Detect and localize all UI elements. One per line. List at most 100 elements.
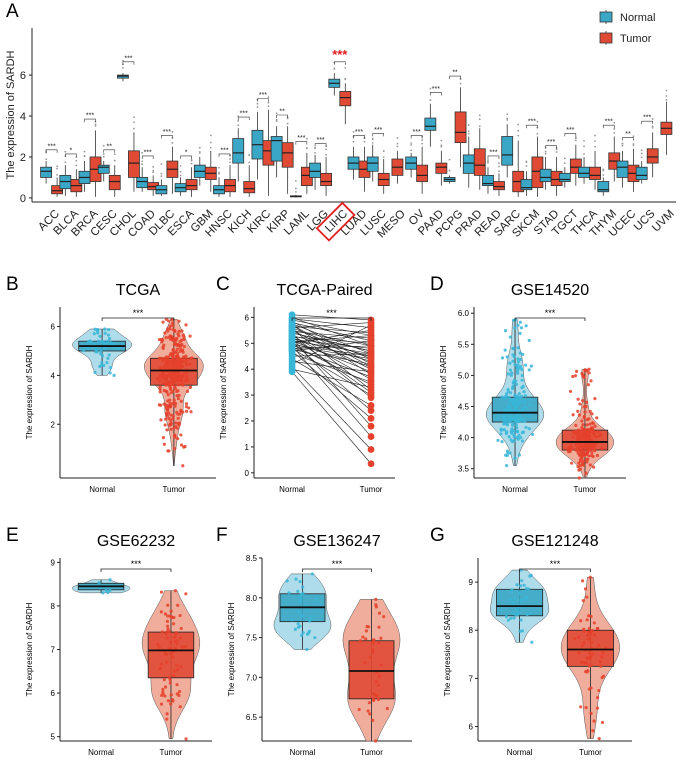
data-point xyxy=(184,354,188,358)
data-point xyxy=(580,644,585,648)
data-point xyxy=(181,372,186,376)
y-tick-label: 7 xyxy=(469,674,474,683)
data-point xyxy=(173,646,178,650)
data-point xyxy=(173,387,178,391)
data-point xyxy=(510,415,514,420)
significance-label: *** xyxy=(432,86,440,93)
data-point xyxy=(515,367,520,371)
group-tumor xyxy=(560,575,620,741)
data-point xyxy=(174,354,179,358)
data-point xyxy=(525,612,529,617)
significance-label: *** xyxy=(326,308,337,318)
data-point xyxy=(508,335,512,339)
normal-outlier xyxy=(448,158,451,161)
data-point xyxy=(385,706,389,711)
data-point xyxy=(161,690,165,694)
pair-line xyxy=(292,353,372,357)
data-point xyxy=(522,390,526,394)
data-point xyxy=(169,609,173,613)
data-point xyxy=(171,417,175,421)
data-point xyxy=(509,391,513,395)
data-point xyxy=(517,397,521,402)
tumor-outlier xyxy=(75,164,78,167)
data-point xyxy=(591,421,595,426)
normal-box xyxy=(616,160,629,178)
data-point xyxy=(508,399,512,404)
data-point xyxy=(577,468,581,472)
data-point xyxy=(505,463,509,468)
normal-outlier xyxy=(448,169,451,172)
data-point xyxy=(582,375,586,379)
data-point xyxy=(165,636,170,640)
data-point xyxy=(366,709,370,713)
data-point xyxy=(290,618,294,622)
data-point xyxy=(586,457,590,461)
data-point xyxy=(107,353,111,357)
data-point xyxy=(175,426,179,430)
data-point xyxy=(285,579,289,583)
data-point xyxy=(509,438,513,442)
data-point xyxy=(516,360,521,364)
data-point xyxy=(579,705,583,709)
data-point xyxy=(597,643,601,648)
data-point xyxy=(113,346,117,350)
data-point xyxy=(109,366,113,370)
data-point xyxy=(531,432,535,437)
tumor-point xyxy=(367,415,375,422)
data-point xyxy=(570,461,574,465)
tumor-outlier xyxy=(75,156,78,158)
normal-outlier xyxy=(83,154,86,157)
data-point xyxy=(576,465,580,469)
tumor-point xyxy=(367,446,375,453)
tumor-point xyxy=(367,460,375,468)
tumor-outlier xyxy=(594,140,596,142)
y-tick-label: 5 xyxy=(245,339,250,348)
data-point xyxy=(183,444,187,449)
data-point xyxy=(169,702,173,706)
significance-label: *** xyxy=(374,127,382,134)
normal-outlier xyxy=(256,102,259,105)
normal-box xyxy=(424,117,437,131)
data-point xyxy=(527,427,531,431)
data-point xyxy=(178,357,182,361)
data-point xyxy=(160,630,164,634)
data-point xyxy=(181,383,185,387)
data-point xyxy=(97,581,101,585)
tumor-box xyxy=(454,111,467,144)
data-point xyxy=(172,342,176,347)
significance-bracket xyxy=(487,155,500,159)
normal-outlier xyxy=(64,150,67,153)
data-point xyxy=(165,428,169,432)
data-point xyxy=(168,327,172,331)
data-point xyxy=(377,611,382,615)
data-point xyxy=(175,642,179,646)
data-point xyxy=(593,397,597,401)
data-point xyxy=(86,346,90,351)
data-point xyxy=(591,729,595,733)
data-point xyxy=(161,436,165,440)
data-point xyxy=(516,417,521,421)
data-point xyxy=(510,588,514,592)
tumor-outlier xyxy=(209,134,212,137)
tumor-box xyxy=(185,179,198,191)
normal-outlier xyxy=(467,130,470,133)
data-point xyxy=(370,648,375,652)
data-point xyxy=(178,412,182,416)
data-point xyxy=(363,660,367,665)
normal-box xyxy=(40,166,53,178)
tumor-point xyxy=(367,342,375,350)
panel-title: GSE14520 xyxy=(511,282,589,299)
panel-e: E GSE62232 5 6 7 8 9 The expression of SARDH Nor… xyxy=(6,525,212,757)
tumor-outlier xyxy=(229,161,231,164)
significance-bracket xyxy=(545,145,557,149)
pair-line xyxy=(291,324,372,365)
category-ov: ***OV xyxy=(405,129,429,228)
data-point xyxy=(580,579,585,583)
data-point xyxy=(170,655,175,659)
panel-letter: A xyxy=(6,1,19,22)
significance-label: *** xyxy=(545,308,556,318)
tumor-outlier xyxy=(305,147,308,150)
data-point xyxy=(372,698,376,702)
data-point xyxy=(581,399,585,403)
group-tumor xyxy=(555,367,615,480)
